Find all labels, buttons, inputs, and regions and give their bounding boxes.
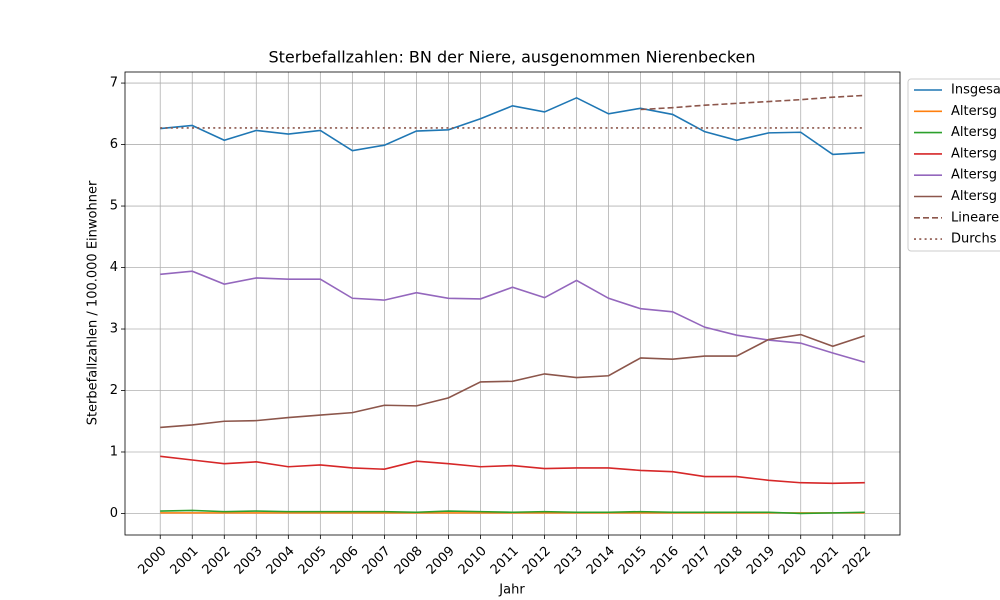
line — [160, 270, 865, 363]
y-tick-label: 0 — [110, 506, 118, 521]
plot-frame — [124, 71, 901, 536]
line — [640, 94, 865, 111]
y-tick-label: 3 — [110, 322, 118, 337]
y-tick-label: 2 — [110, 383, 118, 398]
legend-label: Altersg — [951, 189, 997, 204]
legend-label: Durchs — [951, 232, 997, 247]
y-tick-label: 5 — [110, 199, 118, 214]
chart-title: Sterbefallzahlen: BN der Niere, ausgenom… — [268, 48, 755, 67]
legend-label: Altersg — [951, 146, 997, 161]
x-axis-label: Jahr — [498, 583, 525, 598]
legend-label: Altersg — [951, 168, 997, 183]
line — [160, 509, 865, 515]
legend-label: Altersg — [951, 104, 997, 119]
y-tick-label: 4 — [110, 260, 118, 275]
line — [160, 333, 866, 429]
y-tick-label: 1 — [110, 444, 118, 459]
line — [160, 455, 865, 485]
line — [160, 96, 865, 156]
legend-box — [907, 78, 1000, 252]
y-axis-label: Sterbefallzahlen / 100.000 Einwohner — [86, 180, 101, 425]
legend-label: Insgesa — [951, 83, 1000, 98]
legend-label: Altersg — [951, 125, 997, 140]
y-tick-label: 6 — [110, 137, 118, 152]
legend-label: Lineare — [951, 210, 999, 225]
y-tick-label: 7 — [110, 76, 118, 91]
